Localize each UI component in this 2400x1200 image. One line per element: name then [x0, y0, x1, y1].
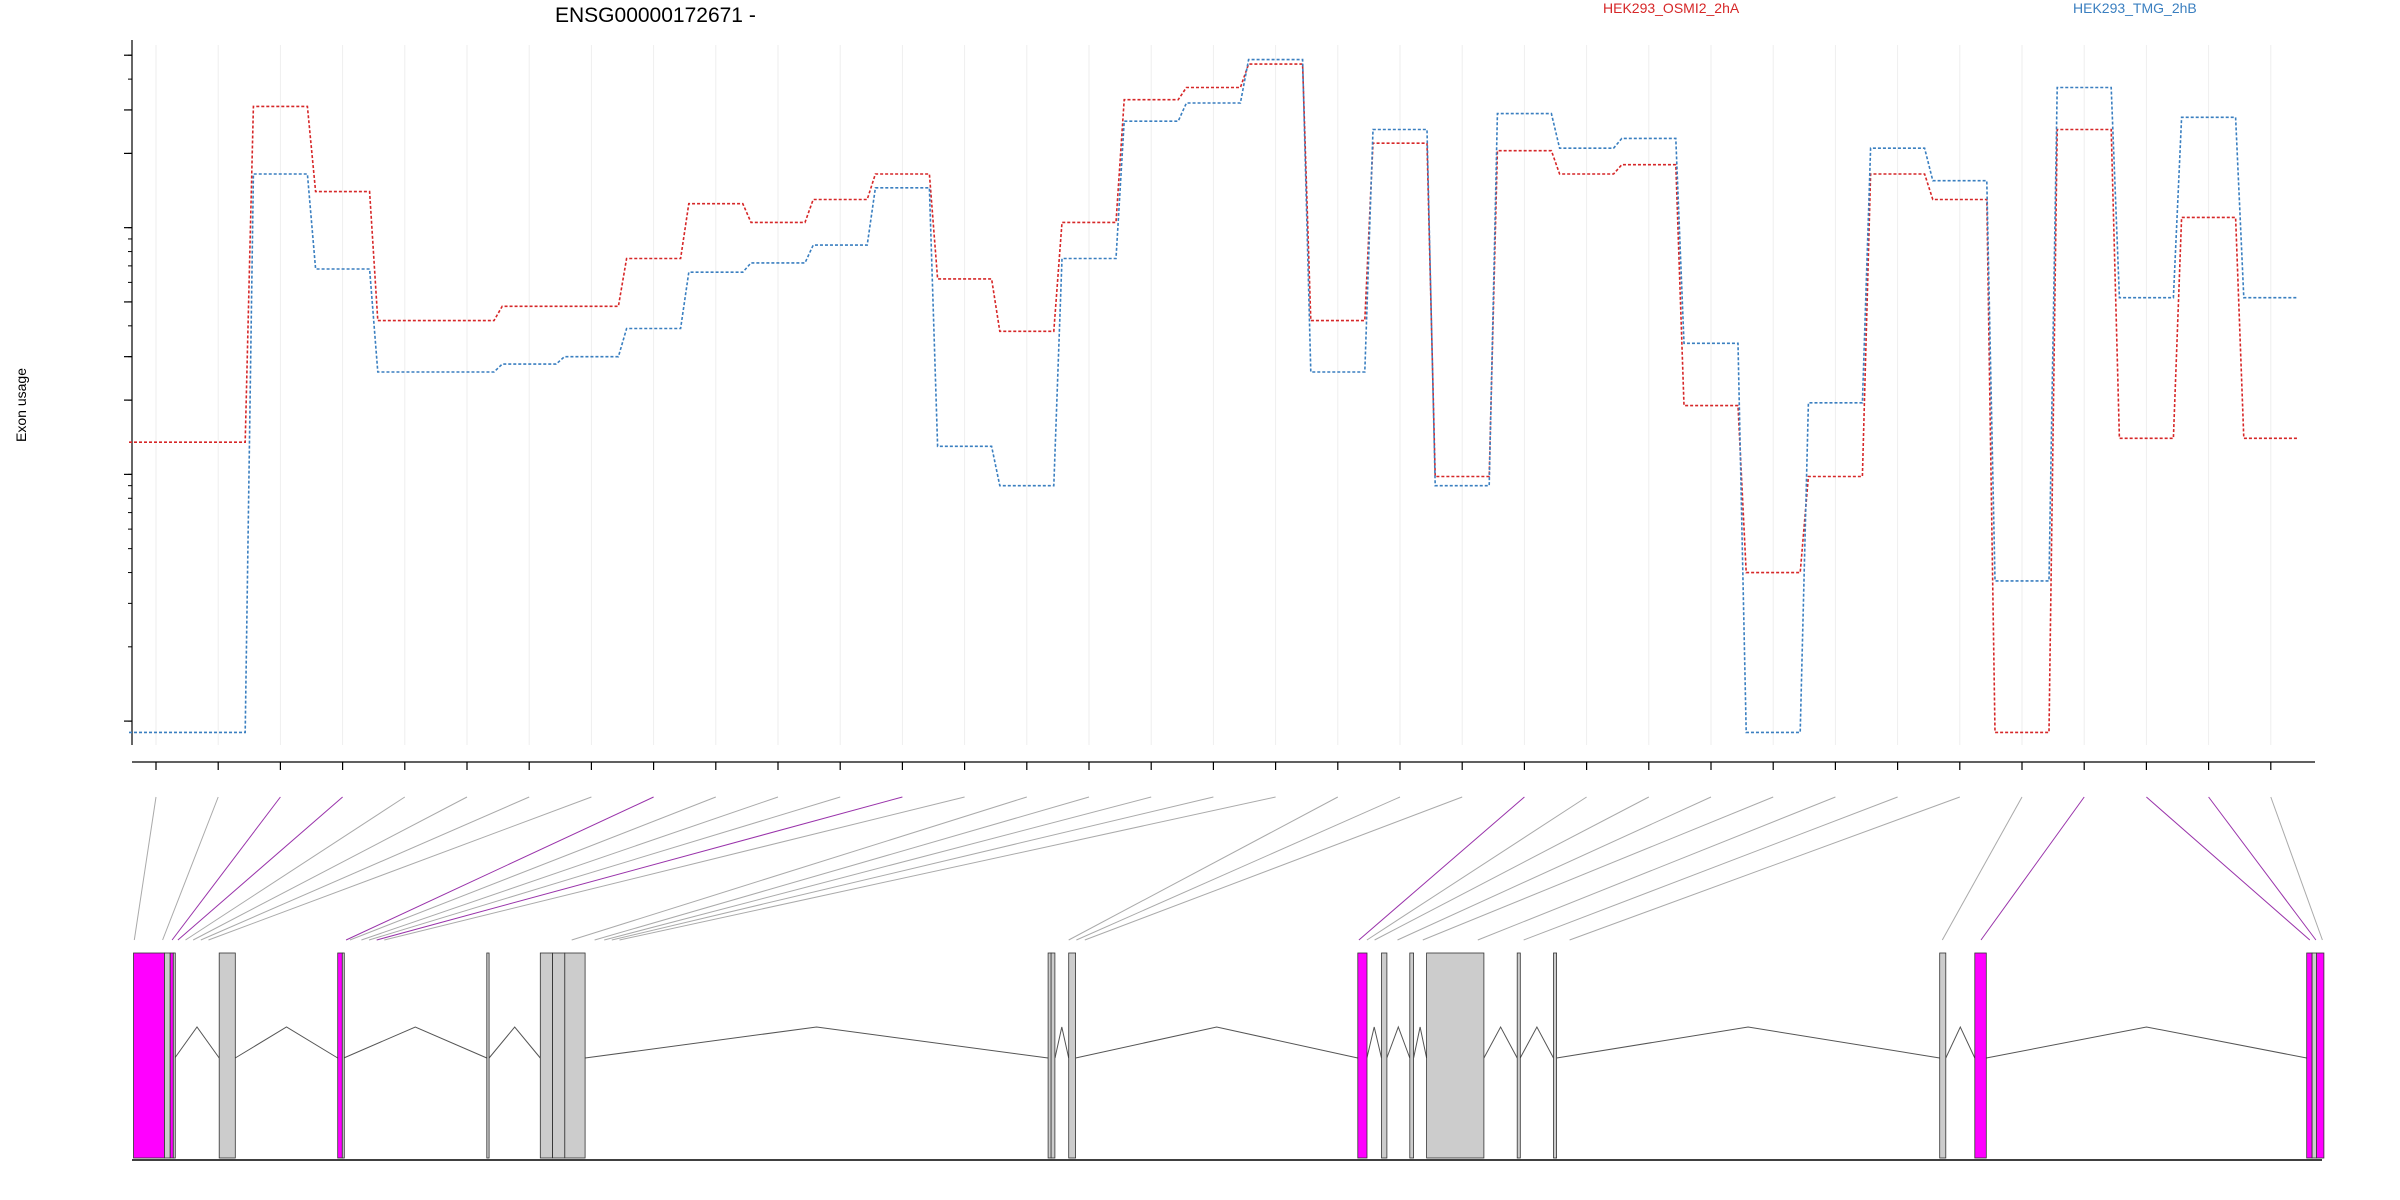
- exon-connector: [611, 796, 1214, 941]
- exon-connector: [185, 796, 406, 941]
- exon-connector: [1366, 796, 1587, 941]
- exon-connector: [368, 796, 841, 941]
- exon-connector: [1569, 796, 1960, 941]
- exon-block: [1516, 952, 1521, 1159]
- exon-connector: [619, 796, 1276, 941]
- exon-connector: [162, 796, 219, 941]
- exon-block-highlight: [1357, 952, 1368, 1159]
- exon-connector: [208, 796, 592, 941]
- exon-block: [539, 952, 553, 1159]
- axes: [124, 40, 2315, 770]
- exon-connector: [1076, 796, 1401, 941]
- exon-block-highlight: [2306, 952, 2313, 1159]
- exon-block: [1068, 952, 1076, 1159]
- exon-block: [552, 952, 566, 1159]
- exon-connector: [384, 796, 965, 941]
- exon-connector: [1422, 796, 1774, 941]
- exon-connector: [1397, 796, 1712, 941]
- intron-line: [1386, 1025, 1411, 1059]
- exon-connector: [2270, 796, 2323, 941]
- intron-line: [1556, 1026, 1940, 1059]
- series-lines: [129, 58, 2298, 734]
- exon-block: [1409, 952, 1415, 1159]
- exon-connector: [1068, 796, 1339, 941]
- chart-title: ENSG00000172671 -: [555, 4, 756, 27]
- exon-block-highlight: [133, 952, 165, 1159]
- legend-entry-tmg: HEK293_TMG_2hB: [2073, 0, 2197, 16]
- exon-connector: [171, 796, 281, 941]
- exon-connector: [1980, 796, 2085, 941]
- exon-connector: [349, 796, 716, 941]
- intron-line: [488, 1026, 541, 1059]
- exon-connector: [1523, 796, 1898, 941]
- exon-connector: [594, 796, 1090, 941]
- intron-line: [343, 1026, 487, 1059]
- series-line-1: [129, 58, 2298, 734]
- intron-line: [1075, 1026, 1358, 1059]
- exon-block: [1553, 952, 1557, 1159]
- intron-line: [1986, 1026, 2307, 1059]
- exon-block: [1381, 952, 1388, 1159]
- exon-connector: [571, 796, 1027, 941]
- intron-line: [1054, 1026, 1070, 1059]
- exon-block: [564, 952, 586, 1159]
- exon-block: [164, 952, 171, 1159]
- exon-block: [486, 952, 490, 1159]
- exon-block: [341, 952, 345, 1159]
- exon-connector: [1941, 796, 2023, 941]
- exon-connector: [604, 796, 1152, 941]
- intron-line: [1366, 1026, 1382, 1059]
- exon-connector: [192, 796, 468, 941]
- exon-block: [1426, 952, 1485, 1159]
- exon-block: [2311, 952, 2318, 1159]
- vertical-grid: [155, 45, 2272, 745]
- gene-model: [132, 952, 2325, 1161]
- exon-connector: [345, 796, 654, 941]
- intron-line: [234, 1026, 338, 1059]
- exon-connector: [2146, 796, 2311, 941]
- exon-connector: [200, 796, 530, 941]
- exon-connector: [177, 796, 343, 941]
- exon-connector: [361, 796, 779, 941]
- intron-line: [1483, 1025, 1518, 1059]
- exon-connector: [1477, 796, 1836, 941]
- exon-block: [1050, 952, 1056, 1159]
- exon-block: [1939, 952, 1947, 1159]
- intron-line: [585, 1026, 1049, 1059]
- exon-block-highlight: [337, 952, 343, 1159]
- exon-block-highlight: [1974, 952, 1987, 1159]
- intron-line: [1519, 1025, 1554, 1059]
- series-line-0: [129, 63, 2298, 734]
- exon-connector: [1084, 796, 1463, 941]
- exon-block: [172, 952, 176, 1159]
- exon-connector: [133, 796, 157, 941]
- exon-block-highlight: [169, 952, 174, 1159]
- exon-block-highlight: [2316, 952, 2325, 1159]
- exon-connector: [376, 796, 903, 941]
- exon-block: [218, 952, 236, 1159]
- exon-connectors: [133, 796, 2323, 941]
- exon-connector: [1358, 796, 1525, 941]
- intron-line: [1945, 1025, 1976, 1059]
- exon-connector: [2208, 796, 2317, 941]
- intron-line: [174, 1026, 220, 1059]
- legend-entry-osmi2: HEK293_OSMI2_2hA: [1603, 0, 1740, 16]
- intron-line: [1413, 1026, 1428, 1059]
- y-axis-label: Exon usage: [13, 368, 29, 442]
- exon-connector: [1374, 796, 1650, 941]
